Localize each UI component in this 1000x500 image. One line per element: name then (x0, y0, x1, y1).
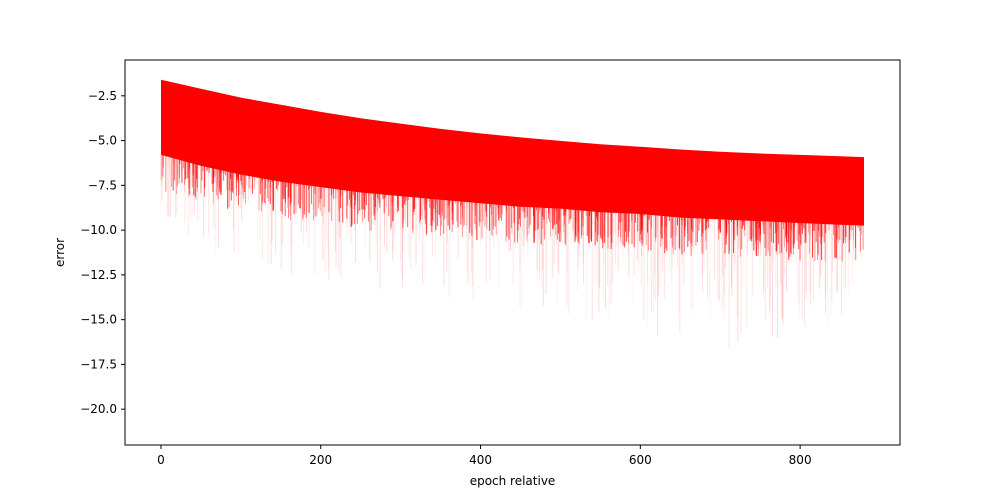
x-axis: 0 200 400 600 800 (157, 445, 812, 467)
y-axis: −2.5 −5.0 −7.5 −10.0 −12.5 −15.0 −17.5 −20.0 (80, 89, 125, 416)
x-tick-label: 600 (629, 453, 652, 467)
y-tick-label: −12.5 (80, 268, 117, 282)
y-tick-label: −10.0 (80, 223, 117, 237)
y-tick-label: −20.0 (80, 402, 117, 416)
y-tick-label: −15.0 (80, 313, 117, 327)
y-tick-label: −5.0 (88, 134, 117, 148)
x-axis-label: epoch relative (470, 474, 556, 488)
x-tick-label: 800 (789, 453, 812, 467)
y-tick-label: −2.5 (88, 89, 117, 103)
x-tick-label: 0 (157, 453, 165, 467)
axes-frame (124, 59, 901, 446)
y-tick-label: −17.5 (80, 357, 117, 371)
x-tick-label: 200 (309, 453, 332, 467)
y-axis-label: error (53, 238, 67, 267)
dense-error-band (161, 79, 864, 226)
series-layer (160, 79, 864, 349)
y-tick-label: −7.5 (88, 178, 117, 192)
x-tick-label: 400 (469, 453, 492, 467)
